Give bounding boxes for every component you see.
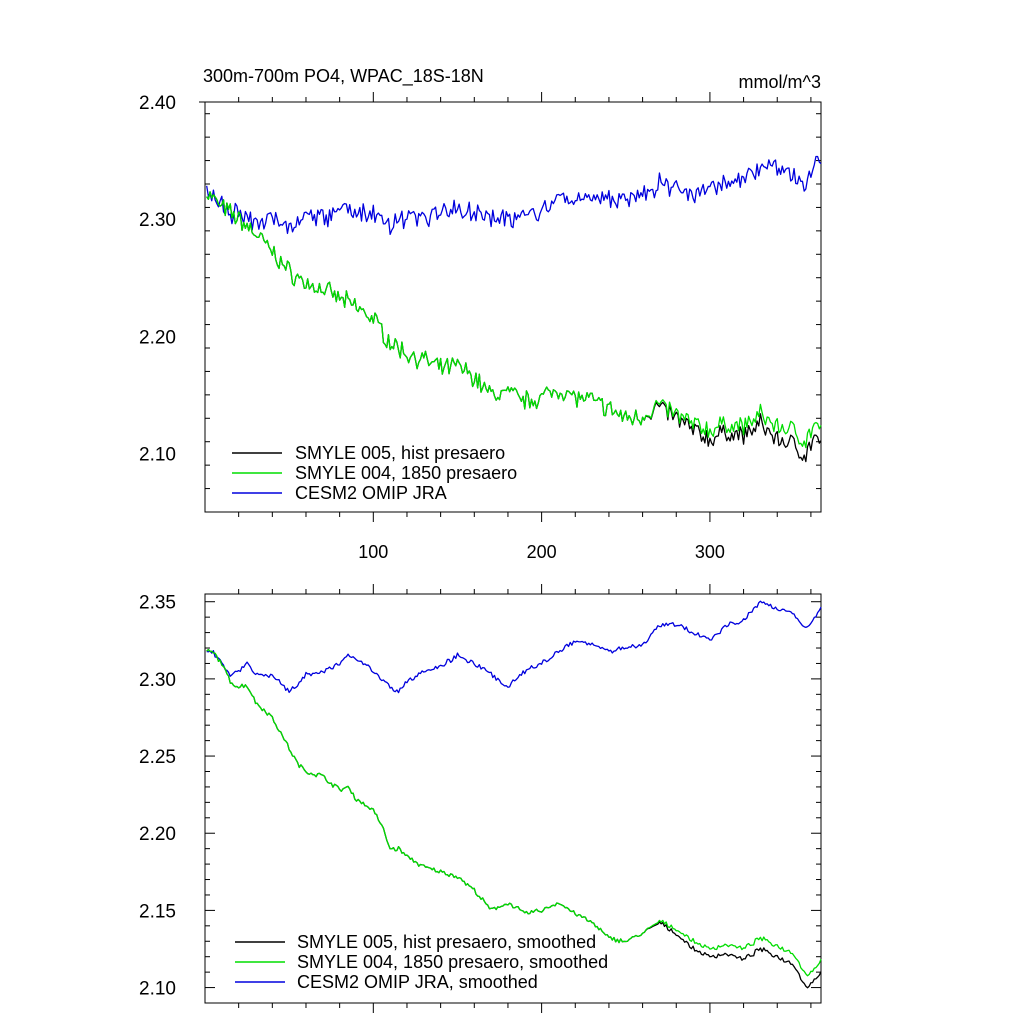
legend-entry: SMYLE 004, 1850 presaero (295, 463, 517, 483)
series-line-3 (206, 155, 822, 236)
y-tick-label: 2.30 (139, 210, 176, 231)
y-tick-label: 2.30 (139, 670, 176, 691)
chart-title: 300m-700m PO4, WPAC_18S-18N (203, 66, 484, 87)
plot-frame-bottom (204, 593, 822, 1004)
series-line-1 (206, 191, 822, 463)
legend-entry: CESM2 OMIP JRA, smoothed (297, 972, 538, 992)
legend-entry: SMYLE 005, hist presaero, smoothed (297, 932, 596, 952)
chart-bottom: 2.10 2.15 2.20 2.25 2.30 2.35 SMYLE 005, hist… (139, 584, 822, 1013)
plot-frame-top (204, 101, 822, 513)
series-group-bottom (206, 600, 822, 989)
units-label: mmol/m^3 (739, 72, 821, 92)
legend-entry: SMYLE 005, hist presaero (295, 443, 505, 463)
legend-entry: CESM2 OMIP JRA (295, 483, 447, 503)
y-tick-label: 2.40 (139, 93, 176, 114)
y-tick-label: 2.35 (139, 593, 176, 614)
x-tick-label: 100 (358, 542, 388, 562)
y-tick-label: 2.15 (139, 901, 176, 922)
tick-marks-top: 100 200 300 2.10 2.20 2.30 2.40 (139, 92, 821, 562)
x-tick-label: 200 (527, 542, 557, 562)
legend-bottom: SMYLE 005, hist presaero, smoothedSMYLE … (235, 932, 608, 992)
x-tick-label: 300 (695, 542, 725, 562)
series-line-2 (206, 648, 822, 977)
series-line-3 (206, 600, 822, 694)
series-line-2 (206, 191, 822, 449)
y-tick-label: 2.25 (139, 747, 176, 768)
y-tick-label: 2.20 (139, 327, 176, 348)
y-tick-label: 2.10 (139, 979, 176, 1000)
legend-entry: SMYLE 004, 1850 presaero, smoothed (297, 952, 608, 972)
y-tick-label: 2.10 (139, 444, 176, 465)
series-group-top (206, 155, 822, 463)
chart-top: 300m-700m PO4, WPAC_18S-18N mmol/m^3 100… (139, 66, 822, 562)
y-tick-label: 2.20 (139, 824, 176, 845)
tick-marks-bottom: 2.10 2.15 2.20 2.25 2.30 2.35 (139, 584, 821, 1013)
